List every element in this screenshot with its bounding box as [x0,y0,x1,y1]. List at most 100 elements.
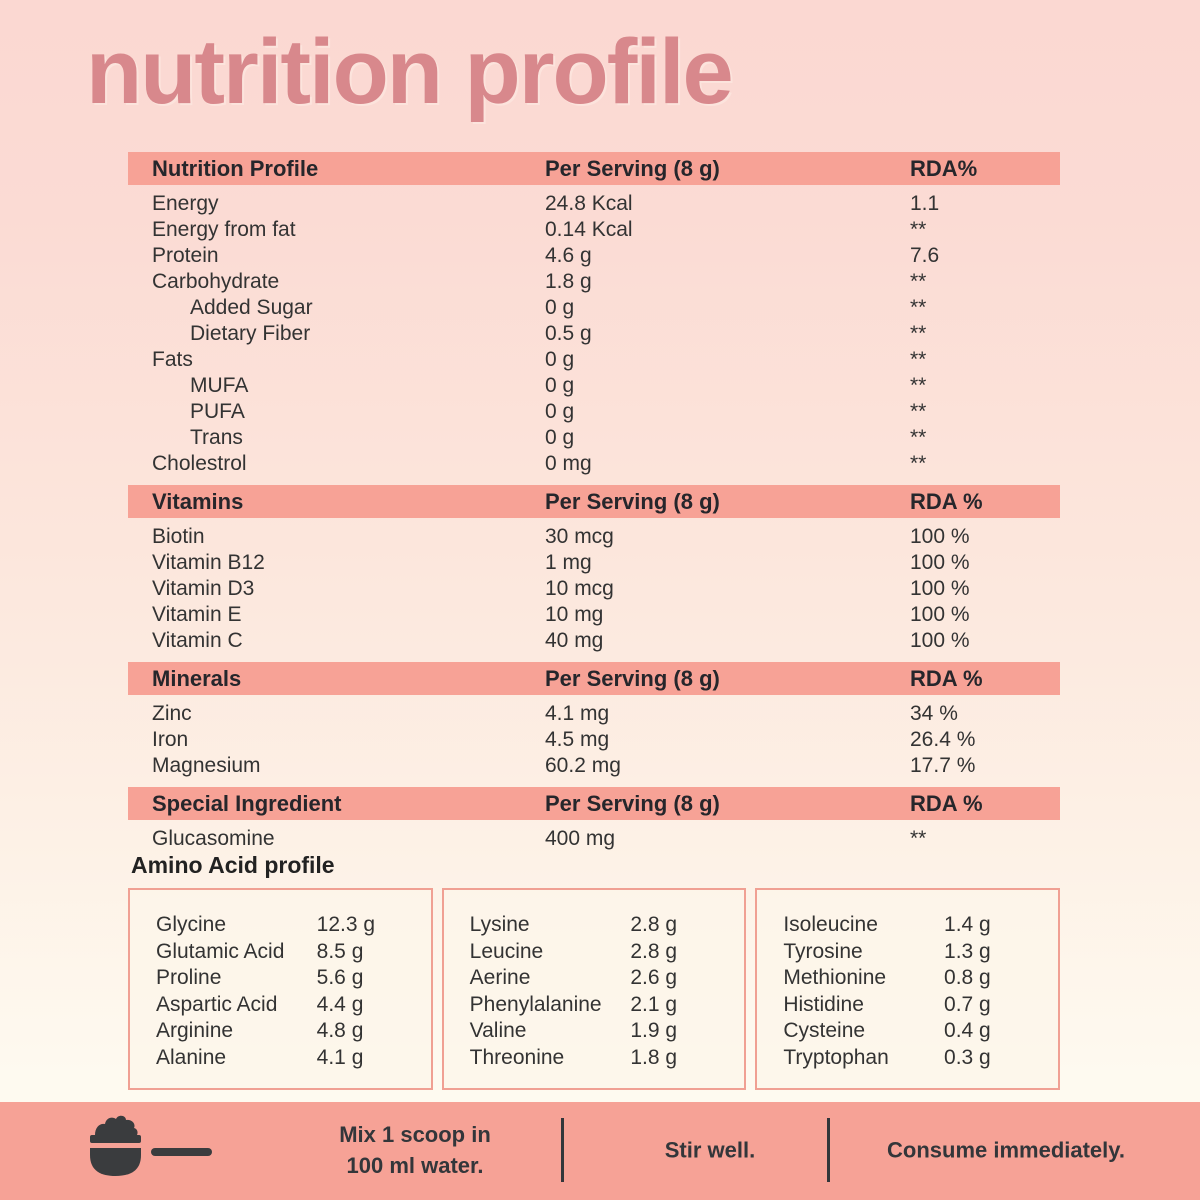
section-header-serving: Per Serving (8 g) [545,790,720,816]
amino-acid-row: Cysteine 0.4 g [783,1018,1048,1045]
table-row: Added Sugar 0 g ** [128,295,1060,321]
nutrient-name: Vitamin E [152,603,242,626]
page-title: nutrition profile [86,21,734,123]
table-row: Trans 0 g ** [128,425,1060,451]
amino-acid-name: Threonine [469,1045,565,1069]
nutrient-rda: ** [910,452,927,475]
nutrient-per-serving: 40 mg [545,629,604,652]
table-row: Iron 4.5 mg 26.4 % [128,727,1060,753]
nutrition-table: Nutrition Profile Per Serving (8 g) RDA% En… [128,152,1060,860]
amino-acid-row: Aerine 2.6 g [470,965,735,992]
nutrient-per-serving: 0.5 g [545,322,592,345]
amino-acid-row: Glycine 12.3 g [156,912,421,939]
nutrient-per-serving: 24.8 Kcal [545,192,633,215]
nutrient-per-serving: 400 mg [545,827,616,850]
amino-acid-row: Aspartic Acid 4.4 g [156,992,421,1019]
amino-acid-value: 1.9 g [630,1019,678,1043]
amino-acid-row: Lysine 2.8 g [470,912,735,939]
nutrient-per-serving: 0 g [545,400,575,423]
amino-acid-box: Isoleucine 1.4 g Tyrosine 1.3 g Methionine 0.… [755,888,1061,1090]
nutrient-rda: 17.7 % [910,754,976,777]
amino-acid-name: Lysine [469,913,530,937]
amino-acid-boxes: Glycine 12.3 g Glutamic Acid 8.5 g Proline 5.… [128,888,1061,1090]
nutrient-name: Glucasomine [152,827,275,850]
amino-acid-box: Lysine 2.8 g Leucine 2.8 g Aerine 2.6 g Phenyl… [441,888,747,1090]
table-row: Fats 0 g ** [128,347,1060,373]
nutrient-rda: 1.1 [910,192,940,215]
amino-acid-name: Aerine [469,966,531,990]
amino-acid-name: Proline [156,966,222,990]
nutrient-rda: 100 % [910,525,970,548]
nutrient-name: Cholestrol [152,452,247,475]
amino-acid-name: Glutamic Acid [156,939,285,963]
amino-acid-value: 2.6 g [630,966,678,990]
amino-acid-row: Isoleucine 1.4 g [783,912,1048,939]
amino-acid-value: 2.1 g [630,992,678,1016]
nutrient-rda: 100 % [910,551,970,574]
table-row: Vitamin C 40 mg 100 % [128,628,1060,654]
amino-acid-value: 12.3 g [316,913,376,937]
table-row: PUFA 0 g ** [128,399,1060,425]
nutrient-name: Energy [152,192,219,215]
nutrient-per-serving: 0 g [545,296,575,319]
scoop-icon [90,1115,212,1176]
footer-divider [561,1118,564,1182]
nutrient-rda: ** [910,827,927,850]
nutrient-name: Fats [152,348,193,371]
amino-acid-name: Phenylalanine [469,992,602,1016]
nutrient-rda: ** [910,348,927,371]
nutrient-per-serving: 0 g [545,348,575,371]
amino-acid-row: Valine 1.9 g [470,1018,735,1045]
nutrient-name: Vitamin B12 [152,551,265,574]
section-header-name: Special Ingredient [152,790,342,816]
amino-acid-name: Aspartic Acid [156,992,278,1016]
amino-acid-row: Tryptophan 0.3 g [783,1045,1048,1072]
amino-acid-name: Histidine [783,992,864,1016]
table-row: Biotin 30 mcg 100 % [128,524,1060,550]
table-row: Protein 4.6 g 7.6 [128,243,1060,269]
table-row: MUFA 0 g ** [128,373,1060,399]
nutrient-rda: ** [910,426,927,449]
section-rows: Zinc 4.1 mg 34 % Iron 4.5 mg 26.4 % Magnesium 6… [128,695,1060,787]
nutrient-name: Iron [152,728,189,751]
amino-acid-heading: Amino Acid profile [131,852,335,878]
amino-acid-value: 0.4 g [944,1019,991,1043]
amino-acid-name: Methionine [783,966,887,990]
nutrient-per-serving: 60.2 mg [545,754,621,777]
nutrient-rda: ** [910,296,927,319]
amino-acid-row: Phenylalanine 2.1 g [470,992,735,1019]
nutrient-name: Protein [152,244,219,267]
amino-acid-value: 2.8 g [630,939,678,963]
amino-acid-row: Threonine 1.8 g [470,1045,735,1072]
section-header-serving: Per Serving (8 g) [545,155,720,181]
nutrient-per-serving: 1 mg [545,551,592,574]
section-header-name: Vitamins [152,488,244,514]
amino-acid-row: Alanine 4.1 g [156,1045,421,1072]
amino-acid-value: 0.7 g [944,992,991,1016]
table-row: Cholestrol 0 mg ** [128,451,1060,477]
nutrient-per-serving: 0 g [545,374,575,397]
nutrient-per-serving: 4.1 mg [545,702,610,725]
nutrient-rda: 7.6 [910,244,940,267]
section-rows: Energy 24.8 Kcal 1.1 Energy from fat 0.14 Kc… [128,185,1060,485]
nutrient-rda: 100 % [910,603,970,626]
nutrient-rda: 100 % [910,629,970,652]
section-rows: Glucasomine 400 mg ** [128,820,1060,860]
section-header-serving: Per Serving (8 g) [545,665,720,691]
amino-acid-box: Glycine 12.3 g Glutamic Acid 8.5 g Proline 5.… [128,888,433,1090]
nutrient-rda: ** [910,270,927,293]
nutrient-per-serving: 1.8 g [545,270,592,293]
nutrient-name: Vitamin C [152,629,243,652]
nutrient-per-serving: 4.6 g [545,244,592,267]
nutrient-rda: ** [910,322,927,345]
section-header-rda: RDA % [910,488,983,514]
amino-acid-name: Isoleucine [783,913,878,937]
amino-acid-name: Tryptophan [783,1045,889,1069]
section-header: Vitamins Per Serving (8 g) RDA % [128,485,1060,518]
section-header-rda: RDA % [910,790,983,816]
table-row: Vitamin D3 10 mcg 100 % [128,576,1060,602]
nutrient-name: Added Sugar [190,296,313,319]
section-header: Minerals Per Serving (8 g) RDA % [128,662,1060,695]
nutrient-name: Trans [190,426,243,449]
amino-acid-name: Cysteine [783,1019,866,1043]
